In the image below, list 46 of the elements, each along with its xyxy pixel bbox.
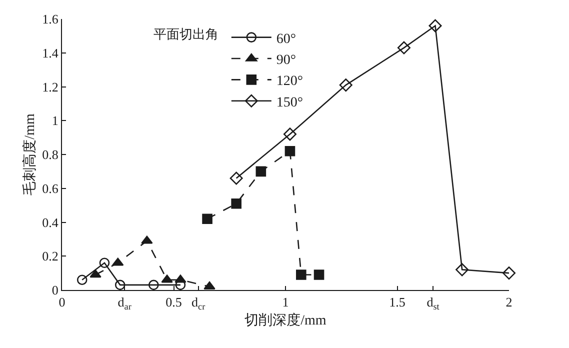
legend-label: 90° (276, 52, 296, 68)
y-tick-label: 1.4 (42, 45, 59, 60)
point (148, 280, 159, 290)
y-tick-label: 0 (52, 282, 58, 298)
x-tick-label: d$_{ar}$ (118, 294, 132, 312)
x-tick-label: 2 (506, 294, 512, 310)
x-tick-label: d$_{st}$ (426, 294, 440, 312)
point (112, 258, 124, 266)
y-tick-label: 1 (52, 113, 58, 128)
x-tick-label: 1 (282, 294, 289, 310)
point (502, 266, 516, 280)
legend-label: 60° (276, 32, 296, 47)
point (204, 281, 216, 290)
point (314, 270, 324, 280)
point (231, 198, 242, 209)
y-tick-label: 1.2 (42, 79, 58, 94)
point (76, 274, 88, 285)
point (256, 166, 266, 177)
point (339, 78, 352, 92)
x-tick-label: 1.5 (389, 294, 406, 310)
point (397, 41, 410, 54)
legend-label: 120° (276, 74, 304, 90)
point (456, 263, 469, 276)
y-tick-label: 0.8 (42, 147, 58, 162)
legend-title: 平面切出角 (153, 26, 218, 42)
y-tick-label: 0.6 (42, 180, 59, 196)
point (114, 280, 126, 290)
y-tick-label: 0.4 (42, 214, 59, 230)
point (90, 270, 102, 278)
point (174, 274, 186, 283)
x-axis-title: 切削深度/mm (244, 312, 326, 329)
point (296, 270, 306, 280)
point (99, 258, 110, 268)
y-tick-label: 1.6 (42, 12, 59, 27)
point (141, 236, 153, 244)
point (202, 214, 212, 224)
x-tick-label: d$_{cr}$ (192, 294, 206, 312)
point (428, 19, 442, 32)
y-tick-label: 0.2 (42, 248, 58, 264)
point (161, 274, 173, 283)
point (230, 172, 243, 185)
y-axis-title: 毛刺高度/mm (22, 114, 38, 196)
point (283, 128, 296, 141)
x-tick-label: 0.5 (166, 294, 182, 310)
legend-label: 150° (276, 95, 304, 110)
point (284, 146, 296, 156)
